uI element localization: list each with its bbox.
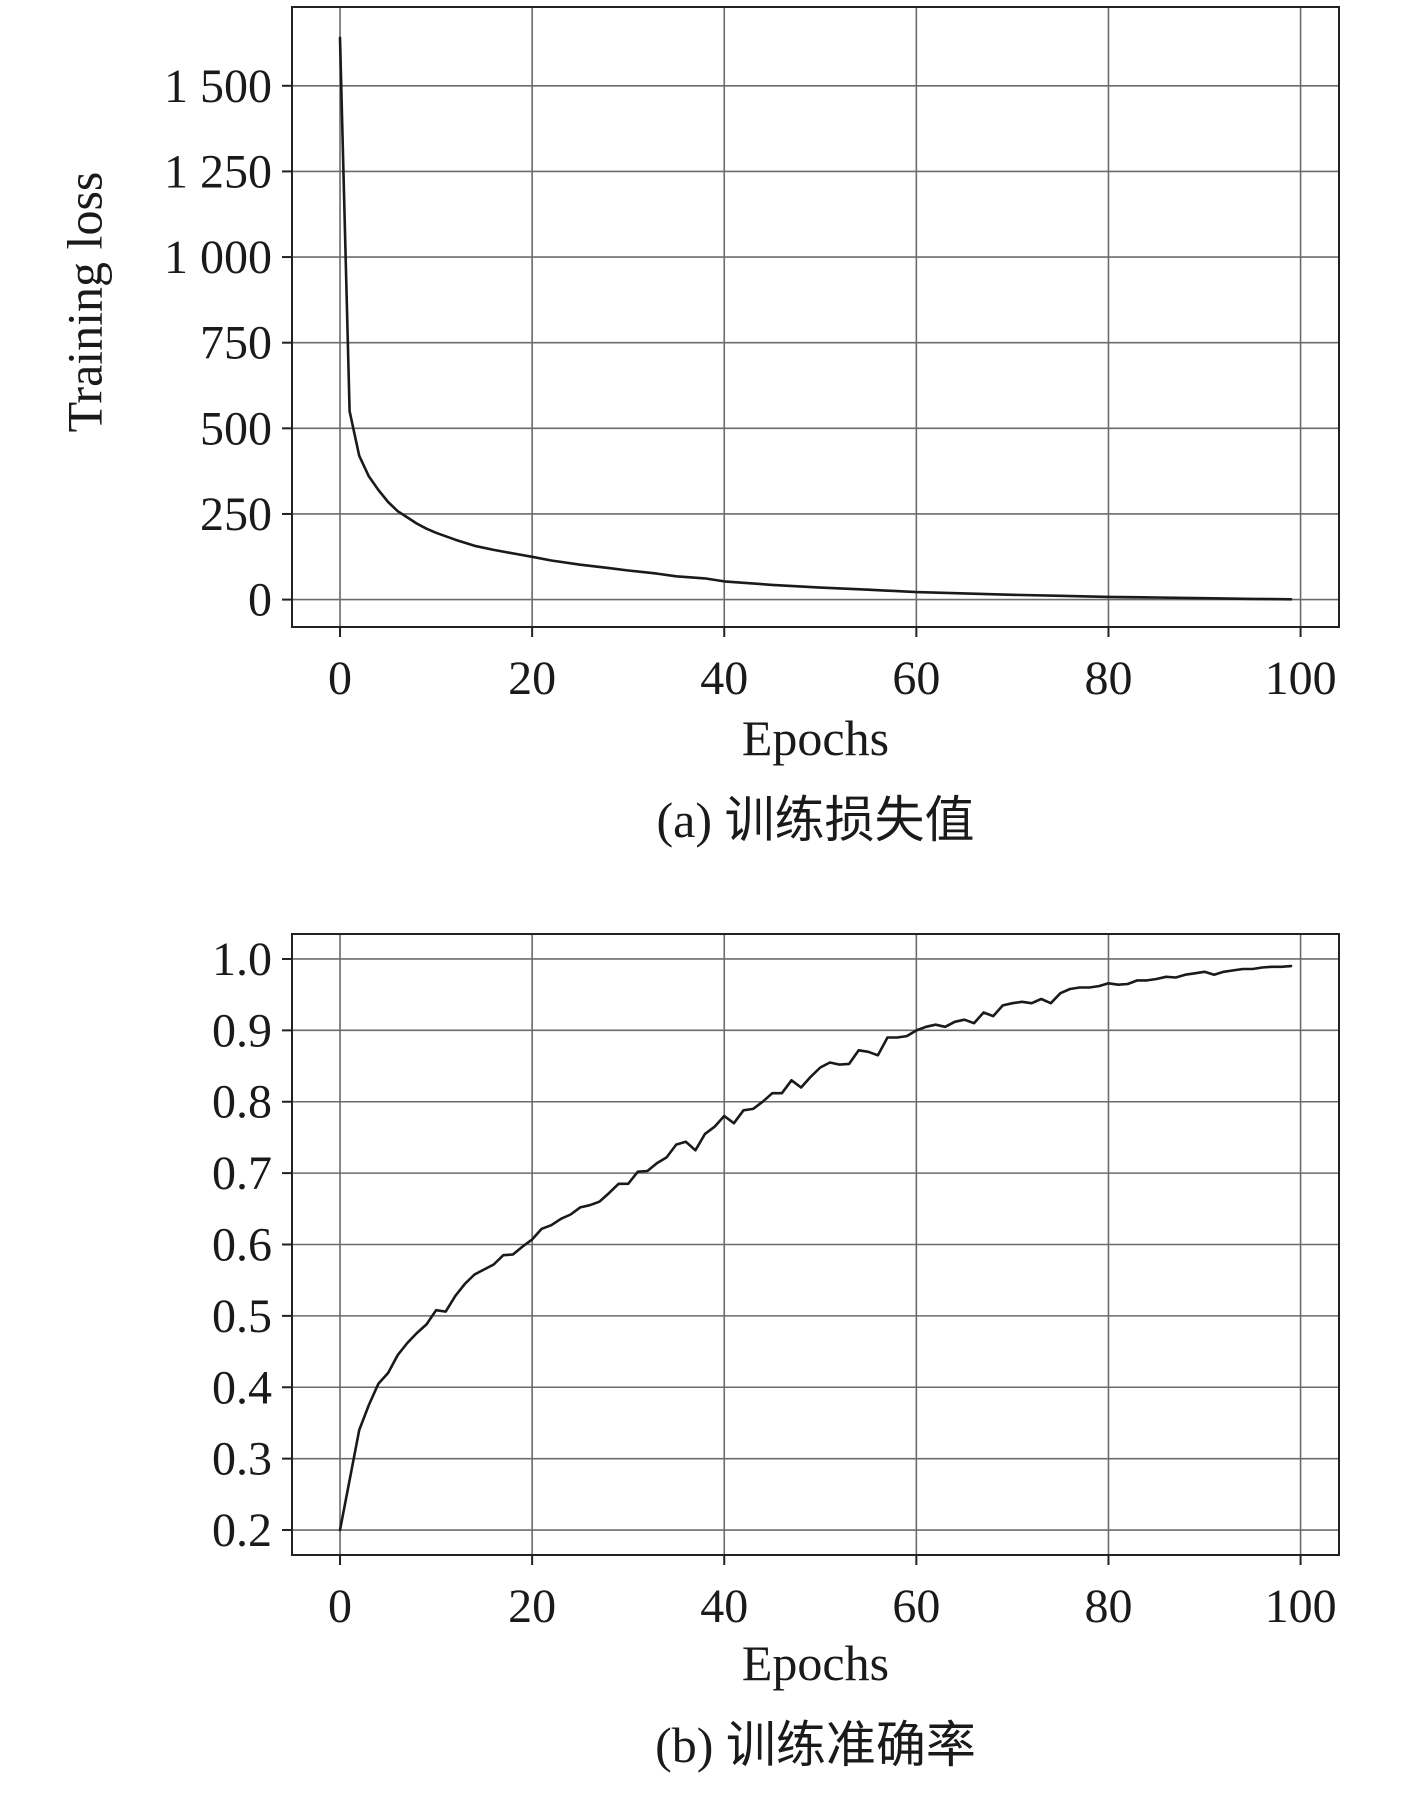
loss-x-tick-label: 40 [700,652,748,705]
accuracy-x-tick-label: 0 [328,1580,352,1633]
accuracy-x-tick-label: 40 [700,1580,748,1633]
loss-plot-frame [291,6,1340,628]
accuracy-y-tick-label: 0.4 [212,1361,272,1414]
accuracy-caption: (b) 训练准确率 [655,1717,976,1773]
accuracy-y-tick-label: 0.2 [212,1504,272,1557]
loss-y-tick-label: 0 [248,574,272,627]
accuracy-x-tick-label: 20 [508,1580,556,1633]
loss-grid [292,7,1339,627]
loss-y-tick-label: 750 [200,317,272,370]
accuracy-x-tick-label: 60 [892,1580,940,1633]
accuracy-y-tick-label: 0.8 [212,1076,272,1129]
loss-series-line [338,36,1293,601]
accuracy-plot-frame [291,933,1340,1556]
loss-series [338,36,1293,601]
loss-plot-area [292,7,1339,627]
loss-y-tick-label: 250 [200,488,272,541]
accuracy-y-tick-label: 0.5 [212,1290,272,1343]
accuracy-axis-ticks: 0 20 40 60 80 100 0.2 0.3 0.4 0.5 0.6 0.7 0.8 0.9 1.0 [212,933,1337,1633]
loss-x-tick-label: 60 [892,652,940,705]
loss-x-tick-label: 20 [508,652,556,705]
loss-x-axis-label: Epochs [742,710,889,766]
accuracy-x-axis-label: Epochs [742,1635,889,1691]
accuracy-y-tick-label: 0.3 [212,1433,272,1486]
accuracy-y-tick-label: 0.9 [212,1004,272,1057]
loss-x-tick-label: 0 [328,652,352,705]
accuracy-y-tick-label: 1.0 [212,933,272,986]
loss-y-tick-label: 1 500 [164,60,272,113]
accuracy-series [338,964,1293,1532]
accuracy-y-tick-label: 0.6 [212,1219,272,1272]
loss-y-axis-label: Training loss [56,172,112,433]
loss-y-tick-label: 1 250 [164,145,272,198]
loss-x-tick-label: 100 [1265,652,1337,705]
accuracy-chart-panel: 0 20 40 60 80 1000.20.30.40.50.60.70.80.91.0 … [212,933,1340,1773]
accuracy-y-tick-label: 0.7 [212,1147,272,1200]
loss-y-tick-label: 1 000 [164,231,272,284]
accuracy-grid [292,934,1339,1555]
accuracy-series-line [338,964,1293,1532]
loss-y-tick-label: 500 [200,402,272,455]
accuracy-x-tick-label: 80 [1084,1580,1132,1633]
accuracy-x-tick-label: 100 [1265,1580,1337,1633]
loss-x-tick-label: 80 [1084,652,1132,705]
loss-caption: (a) 训练损失值 [657,792,975,848]
